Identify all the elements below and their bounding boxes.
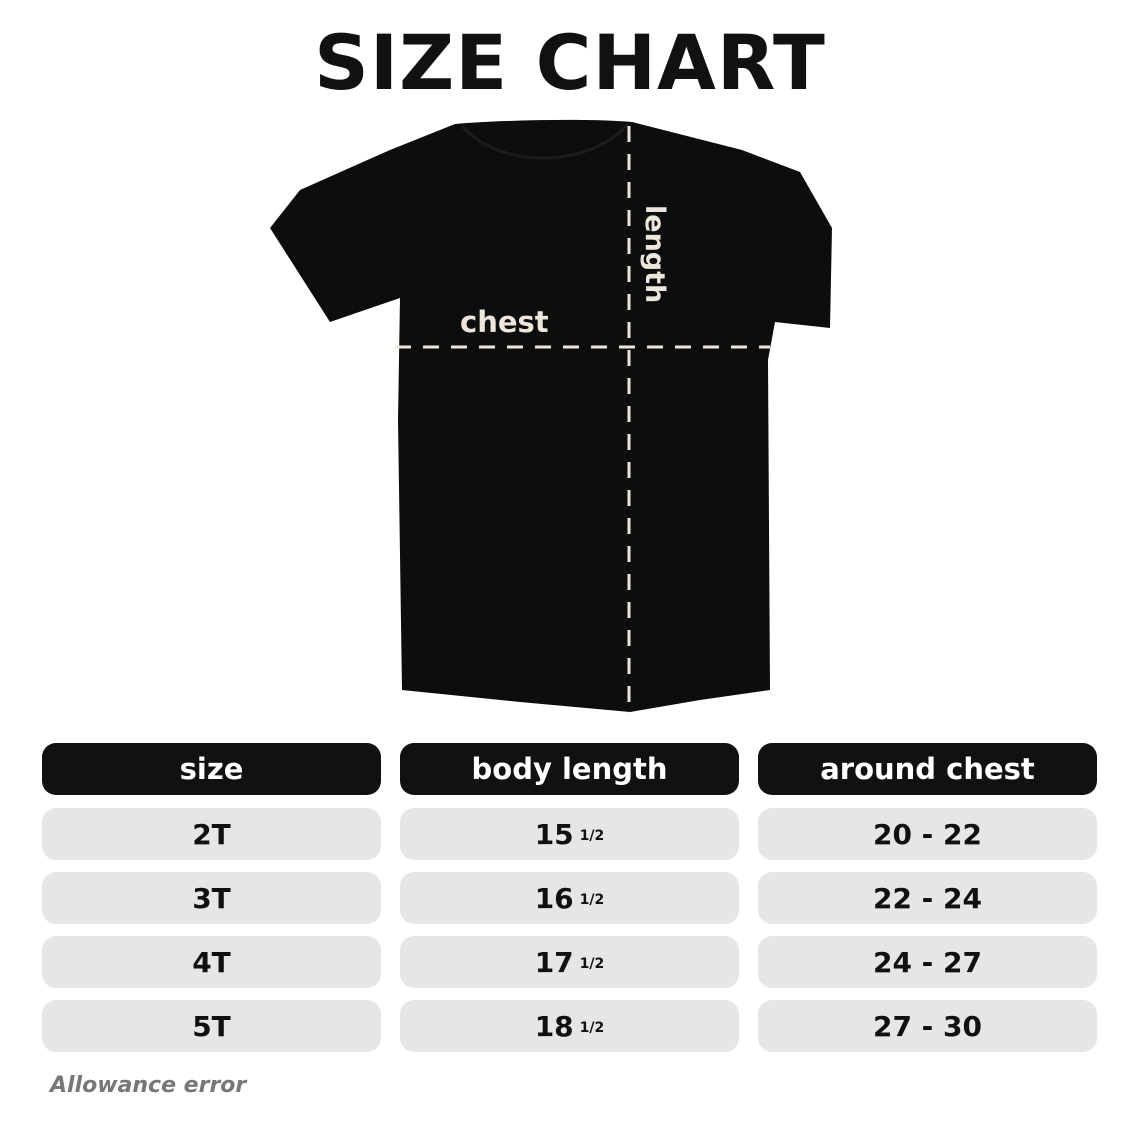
cell-size: 2T — [42, 808, 381, 860]
cell-body-length: 15 1/2 — [400, 808, 739, 860]
length-fraction: 1/2 — [579, 828, 605, 844]
length-fraction: 1/2 — [579, 956, 605, 972]
header-around-chest: around chest — [758, 743, 1097, 795]
length-whole: 17 — [534, 945, 574, 979]
cell-size: 4T — [42, 936, 381, 988]
cell-body-length: 17 1/2 — [400, 936, 739, 988]
cell-around-chest: 20 - 22 — [758, 808, 1097, 860]
length-label: length — [639, 205, 670, 303]
cell-body-length: 16 1/2 — [400, 872, 739, 924]
cell-body-length: 18 1/2 — [400, 1000, 739, 1052]
length-whole: 15 — [534, 817, 574, 851]
allowance-note: Allowance error — [50, 1073, 247, 1098]
length-whole: 16 — [534, 881, 574, 915]
length-whole: 18 — [534, 1009, 574, 1043]
cell-around-chest: 24 - 27 — [758, 936, 1097, 988]
length-fraction: 1/2 — [579, 892, 605, 908]
chest-label: chest — [460, 305, 549, 339]
header-size: size — [42, 743, 381, 795]
tshirt-shape — [270, 119, 832, 713]
neckline — [460, 123, 630, 160]
cell-around-chest: 22 - 24 — [758, 872, 1097, 924]
cell-size: 5T — [42, 1000, 381, 1052]
cell-size: 3T — [42, 872, 381, 924]
length-fraction: 1/2 — [579, 1020, 605, 1036]
header-body-length: body length — [400, 743, 739, 795]
page-title: SIZE CHART — [314, 18, 826, 107]
tshirt-diagram: chest length — [270, 119, 832, 715]
cell-around-chest: 27 - 30 — [758, 1000, 1097, 1052]
